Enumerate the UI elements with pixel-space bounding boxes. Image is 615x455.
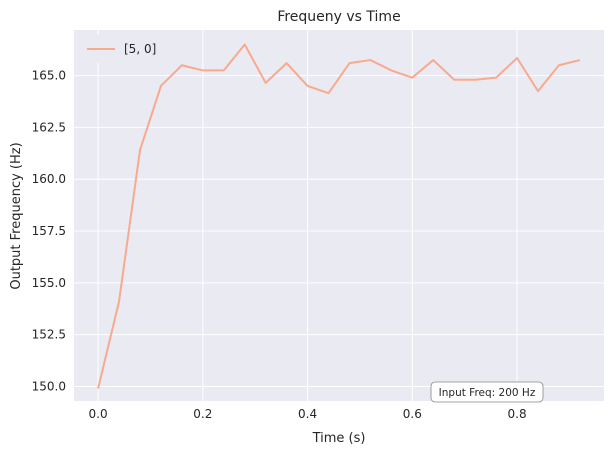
data-point: [139, 149, 141, 151]
data-point: [537, 90, 539, 92]
data-point: [348, 62, 350, 64]
annotation-text: Input Freq: 200 Hz: [439, 387, 536, 399]
y-tick-labels: 150.0 152.5 155.0 157.5 160.0 162.5 165.0: [32, 69, 66, 394]
series-layer: [97, 43, 581, 390]
y-axis-label: Output Frequency (Hz): [9, 142, 24, 289]
x-tick-labels: 0.0 0.2 0.4 0.6 0.8: [89, 407, 527, 421]
y-tick-label: 150.0: [32, 379, 66, 393]
legend-box: [80, 35, 165, 63]
data-point: [160, 85, 162, 87]
data-point: [390, 69, 392, 71]
x-tick-label: 0.4: [298, 407, 317, 421]
y-grid: [74, 75, 604, 387]
annotation-frame: [430, 381, 544, 403]
chart-title: Frequeny vs Time: [277, 9, 400, 25]
data-point: [181, 64, 183, 66]
data-point: [244, 44, 246, 46]
data-point: [474, 79, 476, 81]
y-tick-label: 157.5: [32, 224, 66, 238]
y-tick-label: 152.5: [32, 328, 66, 342]
data-point: [516, 57, 518, 59]
annotation-box: Input Freq: 200 Hz: [430, 381, 544, 403]
y-tick-label: 162.5: [32, 120, 66, 134]
x-grid: [97, 30, 518, 401]
data-point: [432, 59, 434, 61]
data-point: [97, 388, 99, 390]
data-point: [286, 62, 288, 64]
data-point: [369, 59, 371, 61]
data-point: [202, 69, 204, 71]
data-point: [265, 82, 267, 84]
y-tick-label: 160.0: [32, 172, 66, 186]
data-point: [118, 301, 120, 303]
data-point: [307, 85, 309, 87]
x-tick-label: 0.8: [508, 407, 527, 421]
plot-area: [74, 30, 604, 401]
data-point: [558, 64, 560, 66]
data-point: [411, 77, 413, 79]
series-line: [97, 43, 581, 389]
y-tick-label: 165.0: [32, 69, 66, 83]
legend-label: [5, 0]: [124, 42, 156, 56]
data-point: [328, 92, 330, 94]
x-tick-label: 0.6: [403, 407, 422, 421]
x-tick-label: 0.0: [89, 407, 108, 421]
data-point: [495, 77, 497, 79]
data-point: [223, 69, 225, 71]
y-tick-label: 155.0: [32, 276, 66, 290]
x-axis-label: Time (s): [312, 431, 366, 446]
data-point: [453, 79, 455, 81]
legend: [5, 0]: [80, 35, 165, 63]
data-point: [579, 59, 581, 61]
x-tick-label: 0.2: [193, 407, 212, 421]
